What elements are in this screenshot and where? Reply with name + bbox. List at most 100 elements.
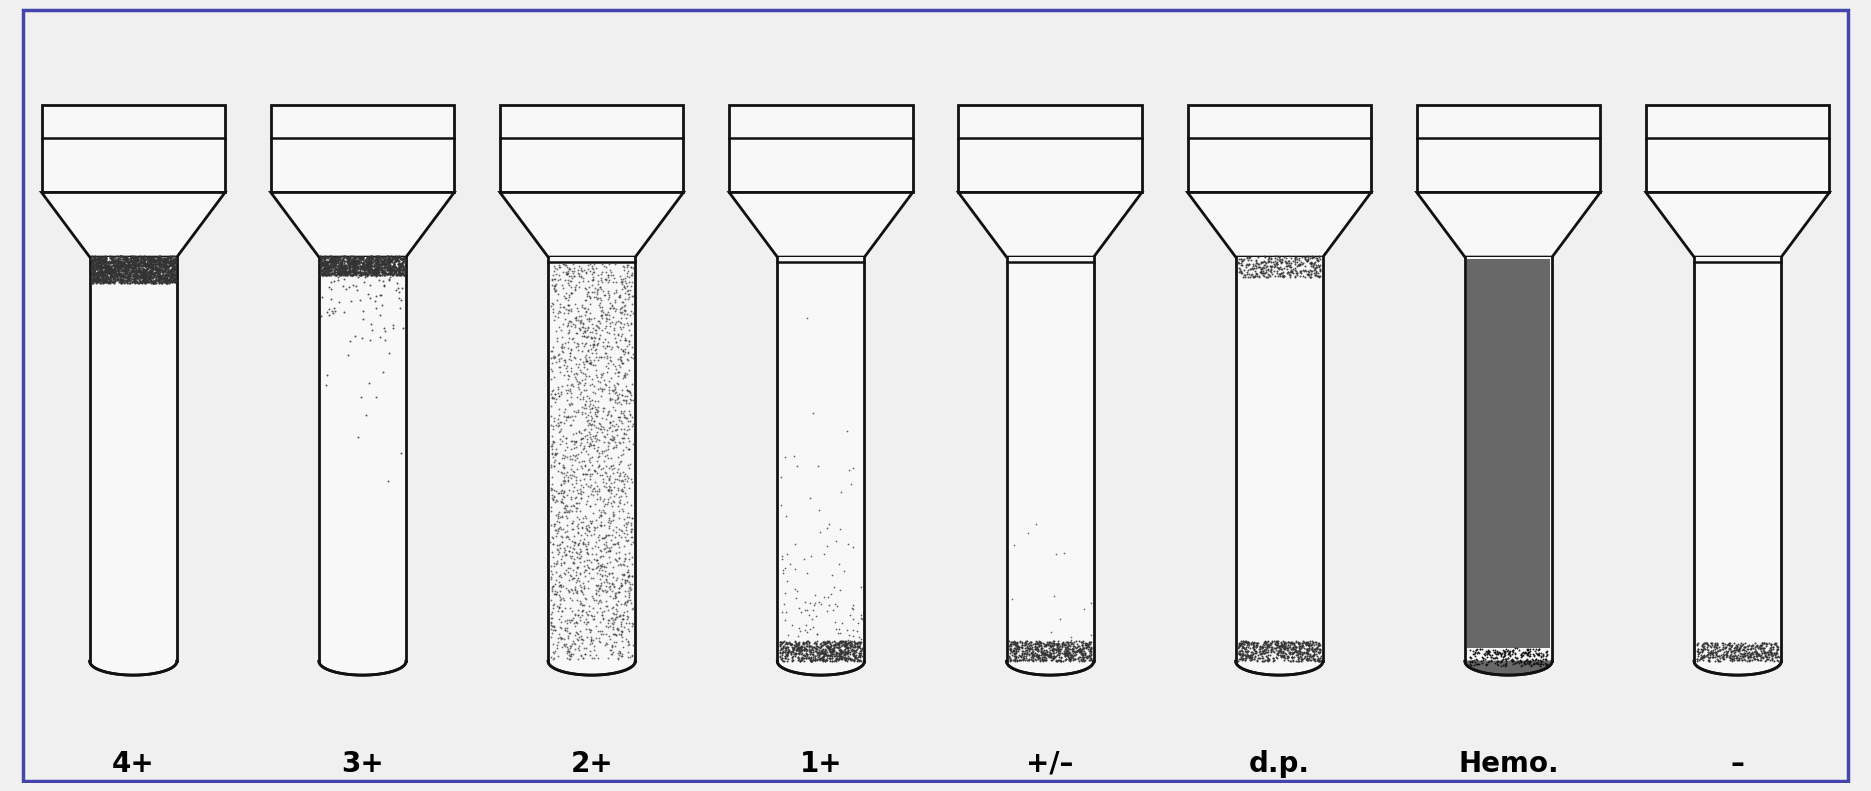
Point	[599, 432, 629, 445]
Point	[122, 261, 152, 274]
Point	[597, 343, 627, 355]
Point	[354, 253, 384, 266]
Point	[99, 250, 129, 263]
Point	[554, 631, 584, 644]
Point	[1052, 644, 1081, 657]
Point	[1265, 252, 1295, 265]
Point	[146, 274, 176, 286]
Point	[593, 514, 623, 527]
Point	[1065, 642, 1095, 654]
Point	[586, 517, 616, 529]
Point	[367, 251, 397, 263]
Point	[1704, 649, 1734, 662]
Point	[537, 300, 567, 312]
Point	[808, 649, 838, 662]
Point	[127, 264, 157, 277]
Point	[367, 259, 397, 271]
Point	[548, 290, 578, 302]
Point	[116, 256, 146, 269]
Point	[374, 262, 404, 274]
Point	[144, 257, 174, 270]
Point	[1001, 653, 1031, 666]
Point	[610, 371, 640, 384]
Point	[157, 263, 187, 275]
Point	[133, 267, 163, 280]
Point	[838, 540, 868, 553]
Point	[361, 265, 391, 278]
Point	[363, 254, 393, 267]
Point	[578, 612, 608, 625]
Point	[344, 254, 374, 267]
Point	[142, 262, 172, 274]
Point	[324, 263, 354, 276]
Point	[110, 264, 140, 277]
Point	[558, 517, 587, 529]
Point	[595, 497, 625, 509]
Point	[311, 255, 341, 268]
Point	[601, 258, 631, 271]
Point	[1749, 646, 1779, 659]
Point	[129, 270, 159, 282]
Point	[827, 647, 857, 660]
Point	[833, 646, 863, 659]
Point	[140, 257, 170, 270]
Point	[342, 266, 372, 278]
Point	[314, 308, 344, 321]
Point	[131, 258, 161, 271]
Point	[84, 268, 114, 281]
Point	[541, 448, 571, 461]
Point	[565, 598, 595, 611]
Point	[580, 324, 610, 336]
Point	[999, 638, 1029, 650]
Point	[608, 505, 638, 517]
Point	[137, 260, 167, 273]
Point	[84, 260, 114, 273]
Point	[1240, 637, 1270, 649]
Point	[543, 556, 573, 569]
Point	[97, 273, 127, 286]
Point	[1461, 643, 1491, 656]
Point	[550, 410, 580, 422]
Point	[1014, 642, 1044, 654]
Point	[116, 274, 146, 286]
Point	[90, 252, 120, 264]
Point	[616, 409, 645, 422]
Point	[541, 530, 571, 543]
Point	[1038, 638, 1068, 651]
Point	[552, 318, 582, 331]
Point	[150, 257, 180, 270]
Point	[1246, 640, 1276, 653]
Point	[1516, 654, 1545, 667]
Point	[765, 639, 795, 652]
Point	[322, 269, 352, 282]
Point	[786, 605, 816, 618]
Point	[1227, 645, 1257, 657]
Point	[103, 255, 133, 267]
Point	[122, 269, 152, 282]
Point	[1456, 658, 1486, 671]
Point	[339, 263, 369, 276]
Point	[90, 255, 120, 267]
Point	[135, 258, 165, 271]
Point	[616, 582, 645, 595]
Point	[1298, 260, 1328, 273]
Point	[337, 255, 367, 268]
Point	[1701, 645, 1731, 658]
Point	[573, 344, 602, 357]
Point	[576, 649, 606, 661]
Point	[140, 267, 170, 279]
Point	[384, 266, 413, 278]
Point	[1686, 652, 1716, 664]
Point	[374, 255, 404, 268]
Point	[1044, 643, 1074, 656]
Point	[595, 483, 625, 496]
Point	[86, 253, 116, 266]
Point	[580, 528, 610, 540]
Point	[829, 640, 859, 653]
Point	[1704, 654, 1734, 667]
Point	[567, 431, 597, 444]
Point	[1695, 640, 1725, 653]
Point	[318, 307, 348, 320]
Point	[1274, 269, 1304, 282]
Point	[999, 653, 1029, 666]
